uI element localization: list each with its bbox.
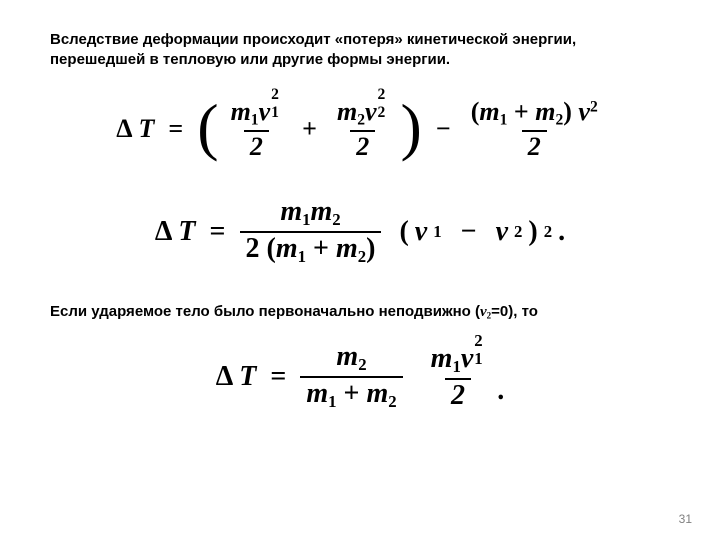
sub-2: 2 [388,392,396,411]
var-m: m [535,97,555,126]
mid-text-prefix: Если ударяемое тело было первоначально н… [50,303,480,320]
sup-2: 2 [544,222,552,242]
var-m: m [336,341,358,372]
var-v: v [496,216,508,248]
plus-sign: + [514,97,529,126]
sub-2: 2 [514,222,522,242]
sub-1: 1 [328,392,336,411]
fraction-term: m2 m1 + m2 [300,343,402,411]
right-paren: ) [366,233,375,264]
var-m: m [337,97,357,126]
sub-1: 1 [474,351,482,368]
mid-text-suffix: =0), то [491,303,538,320]
denom-2: 2 [445,378,471,410]
equation-3: ΔT = m2 m1 + m2 m1v12 2 . [50,343,670,411]
sub-2: 2 [357,111,365,128]
var-v: v [259,97,271,126]
sub-1: 1 [500,111,508,128]
var-m: m [367,378,389,409]
fraction-term: m1v12 2 [225,99,289,160]
fraction-term: m1m2 2 (m1 + m2) [240,198,382,266]
left-paren: ( [399,216,408,248]
equation-1: ΔT = ( m1v12 2 + m2v22 2 ) − (m1 + m2) v… [50,99,670,160]
sup-2: 2 [378,87,386,103]
sub-2: 2 [358,247,366,266]
sup-2: 2 [474,333,482,350]
var-v: v [461,343,473,374]
delta-symbol: Δ [155,216,173,248]
sub-1: 1 [433,222,441,242]
var-v: v [480,304,487,320]
equals-sign: = [160,114,191,144]
denom-2: 2 [244,130,269,160]
sub-1: 1 [271,105,279,121]
var-t: T [178,216,195,248]
var-m: m [431,343,453,374]
equals-sign: = [262,361,294,393]
fraction-term: (m1 + m2) v2 2 [465,99,604,160]
right-paren: ) [528,216,537,248]
plus-sign: + [344,378,360,409]
var-m: m [479,97,499,126]
sub-1: 1 [251,111,259,128]
intro-text: Вследствие деформации происходит «потеря… [50,30,670,71]
var-m: m [276,233,298,264]
var-t: T [239,361,256,393]
page-number: 31 [679,512,692,526]
var-v: v [415,216,427,248]
var-t: T [139,114,155,144]
plus-sign: + [313,233,329,264]
minus-sign: − [461,216,477,248]
denom-2: 2 [522,130,547,160]
sub-2: 2 [378,105,386,121]
var-m: m [310,196,332,227]
fraction-term: m2v22 2 [331,99,395,160]
delta-symbol: Δ [216,361,234,393]
left-paren: ( [267,233,276,264]
var-v: v [365,97,377,126]
sup-2: 2 [590,98,598,115]
denom-2: 2 [350,130,375,160]
fraction-term: m1v12 2 [425,345,492,410]
equation-2: ΔT = m1m2 2 (m1 + m2) (v1 − v2)2. [50,198,670,266]
sub-2: 2 [332,210,340,229]
var-v: v [578,97,590,126]
plus-sign: + [294,114,325,144]
num-2: 2 [246,233,260,264]
minus-sign: − [428,114,459,144]
period: . [497,375,504,411]
sub-2: 2 [358,355,366,374]
equals-sign: = [202,216,234,248]
var-m: m [231,97,251,126]
delta-symbol: Δ [116,114,132,144]
mid-text: Если ударяемое тело было первоначально н… [50,303,670,321]
sub-1: 1 [452,357,460,376]
var-m: m [306,378,328,409]
var-m: m [280,196,302,227]
right-paren: ) [563,97,572,126]
sub-1: 1 [298,247,306,266]
period: . [558,216,565,248]
var-m: m [336,233,358,264]
sup-2: 2 [271,87,279,103]
